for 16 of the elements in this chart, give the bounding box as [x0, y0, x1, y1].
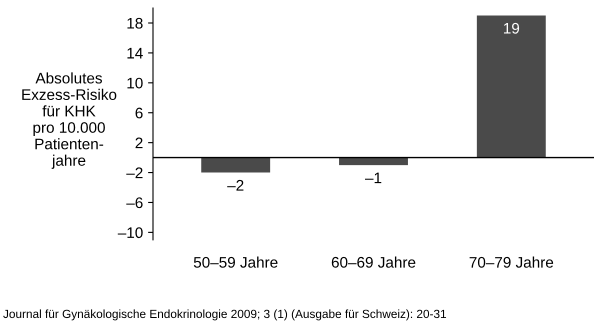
data-label: –1	[365, 172, 382, 184]
y-tick-label: 10	[127, 78, 143, 89]
x-tick-label: 70–79 Jahre	[470, 256, 554, 268]
text: Journal für Gynäkologische Endokrinologie 2009; 3 (1) (Ausgabe für Schweiz): 20-31	[3, 309, 446, 320]
data-label: 19	[504, 22, 520, 34]
data-label: –2	[227, 180, 244, 191]
x-tick-label: 60–69 Jahre	[332, 256, 416, 268]
x-tick-label: 50–59 Jahre	[194, 256, 278, 268]
y-tick-label: –6	[126, 197, 143, 208]
y-tick-label: –10	[118, 227, 143, 238]
y-tick-label: 14	[127, 48, 143, 58]
y-tick-label: 6	[136, 108, 143, 118]
y-tick-label: 2	[136, 138, 143, 148]
y-tick-label: –2	[126, 167, 143, 178]
y-tick-label: 18	[127, 18, 143, 29]
y-axis-title: Absolutes Exzess-Risiko für KHK pro 10.000 Patienten- jahre	[22, 72, 116, 169]
